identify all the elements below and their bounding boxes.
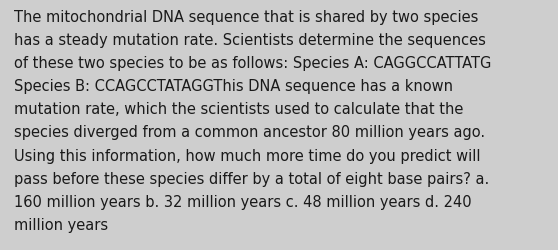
Text: Species B: CCAGCCTATAGGThis DNA sequence has a known: Species B: CCAGCCTATAGGThis DNA sequence… [14, 79, 453, 94]
Text: has a steady mutation rate. Scientists determine the sequences: has a steady mutation rate. Scientists d… [14, 33, 486, 48]
Text: Using this information, how much more time do you predict will: Using this information, how much more ti… [14, 148, 480, 163]
Text: of these two species to be as follows: Species A: CAGGCCATTATG: of these two species to be as follows: S… [14, 56, 492, 71]
Text: million years: million years [14, 217, 108, 232]
Text: The mitochondrial DNA sequence that is shared by two species: The mitochondrial DNA sequence that is s… [14, 10, 478, 25]
Text: mutation rate, which the scientists used to calculate that the: mutation rate, which the scientists used… [14, 102, 463, 117]
Text: 160 million years b. 32 million years c. 48 million years d. 240: 160 million years b. 32 million years c.… [14, 194, 472, 209]
Text: species diverged from a common ancestor 80 million years ago.: species diverged from a common ancestor … [14, 125, 485, 140]
Text: pass before these species differ by a total of eight base pairs? a.: pass before these species differ by a to… [14, 171, 489, 186]
